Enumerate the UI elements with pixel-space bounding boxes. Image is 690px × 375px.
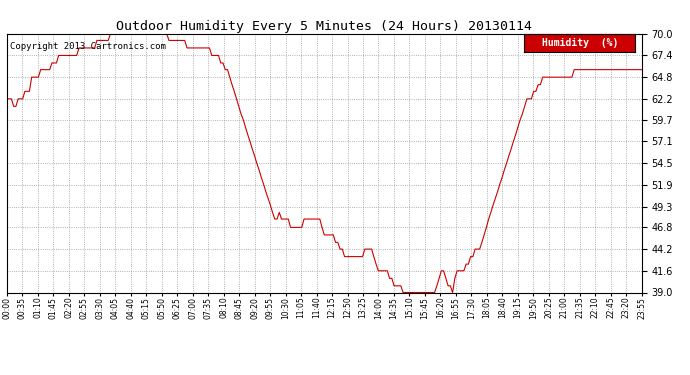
Text: Copyright 2013 Cartronics.com: Copyright 2013 Cartronics.com: [10, 42, 166, 51]
Title: Outdoor Humidity Every 5 Minutes (24 Hours) 20130114: Outdoor Humidity Every 5 Minutes (24 Hou…: [117, 20, 532, 33]
